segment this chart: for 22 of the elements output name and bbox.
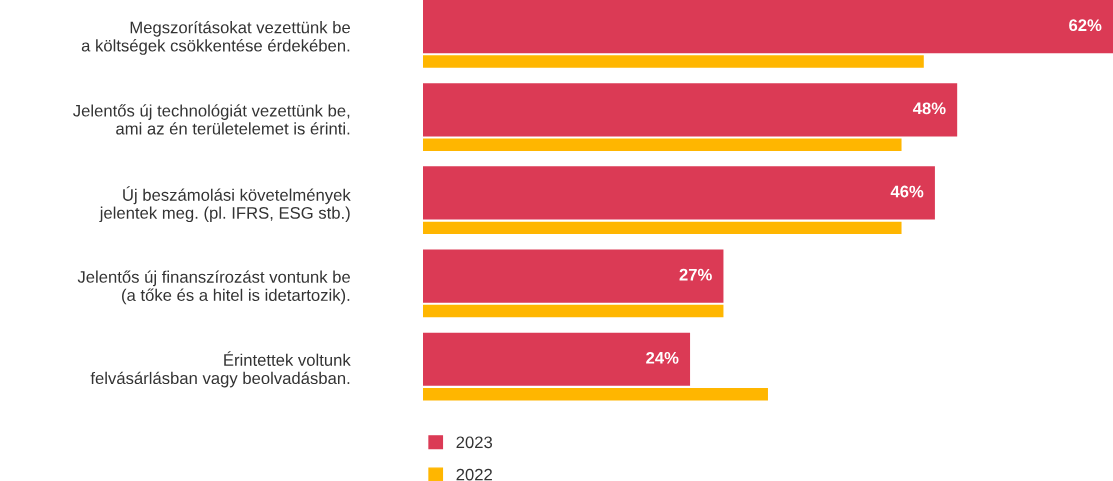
data-label: 48% — [912, 102, 946, 115]
bar — [422, 83, 958, 137]
bar — [422, 0, 1113, 54]
legend-label: 2023 — [456, 436, 493, 449]
data-label: 27% — [679, 268, 712, 281]
y-tick-label: Érintettek voltunk felvásárlásban vagy beolvadásban. — [90, 351, 351, 388]
bar — [422, 166, 935, 220]
bar — [422, 249, 724, 303]
data-label: 46% — [890, 185, 924, 198]
bar — [422, 332, 691, 386]
y-tick-label: Jelentős új finanszírozást vontunk be (a tőke és a hitel is idetartozik). — [77, 270, 350, 305]
y-tick-label: Megszorításokat vezettünk be a költségek csökkentése érdekében. — [81, 20, 350, 55]
data-label: 62% — [1069, 19, 1102, 32]
y-tick-label: Jelentős új technológiát vezettünk be, ami az én területelemet is érinti. — [73, 104, 350, 135]
bar — [422, 55, 924, 68]
bar — [422, 387, 768, 401]
bar — [422, 138, 902, 151]
data-label: 24% — [646, 351, 679, 364]
legend-label: 2022 — [456, 468, 492, 481]
y-tick-label: Új beszámolási követelmények jelentek meg. (pl. IFRS, ESG stb.) — [99, 186, 351, 223]
bar — [422, 221, 902, 235]
bar — [422, 304, 724, 318]
